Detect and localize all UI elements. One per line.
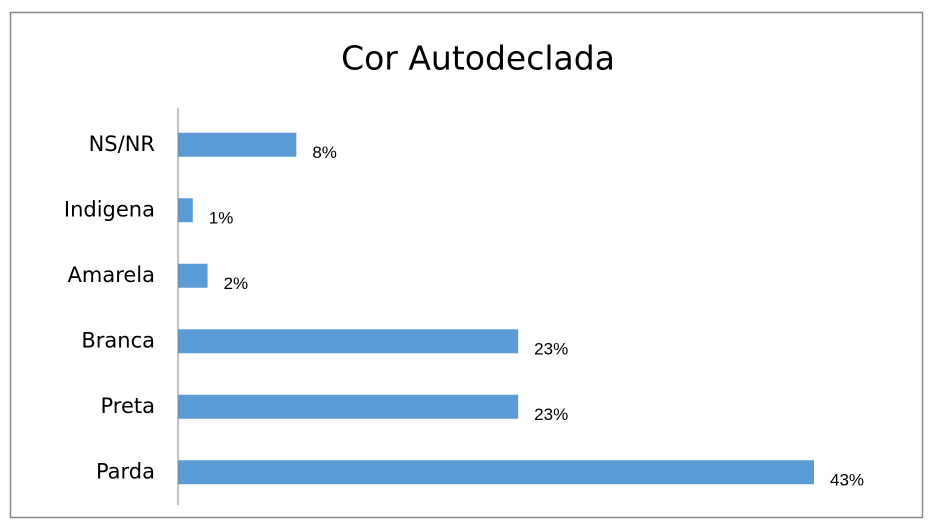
y-tick-label: Preta <box>101 394 156 418</box>
bar <box>178 198 193 223</box>
data-label: 43% <box>830 471 864 490</box>
chart-title: Cor Autodeclada <box>341 39 615 78</box>
bar <box>178 460 814 485</box>
y-tick-label: Parda <box>96 459 155 483</box>
bar <box>178 394 519 419</box>
bar <box>178 132 297 157</box>
bar <box>178 329 519 354</box>
bar <box>178 263 208 288</box>
data-label: 8% <box>312 143 337 162</box>
y-tick-label: NS/NR <box>89 132 155 156</box>
data-label: 23% <box>534 405 568 424</box>
y-tick-label: Branca <box>81 328 155 352</box>
data-label: 2% <box>224 274 249 293</box>
y-tick-label: Amarela <box>68 263 156 287</box>
y-tick-label: Indigena <box>64 197 155 221</box>
data-label: 1% <box>209 209 234 228</box>
data-label: 23% <box>534 340 568 359</box>
chart-border <box>9 11 924 519</box>
